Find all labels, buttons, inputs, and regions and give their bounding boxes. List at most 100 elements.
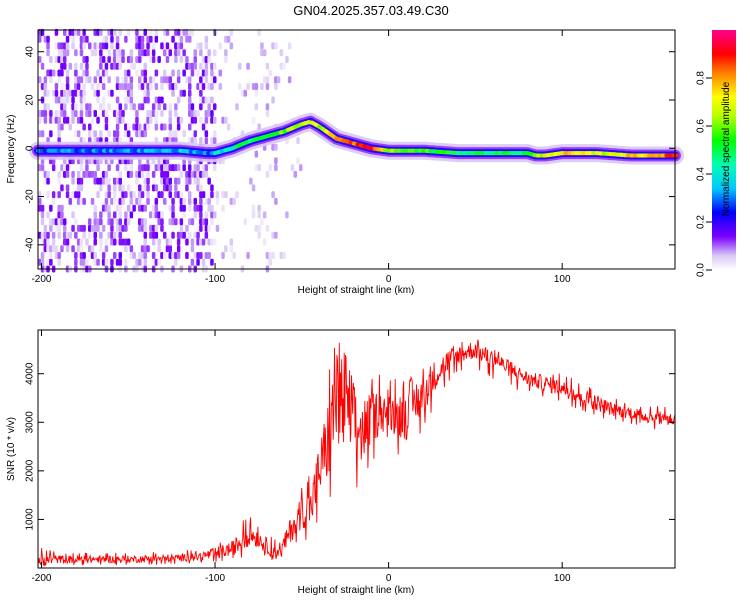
noise-cell xyxy=(152,239,156,246)
noise-cell xyxy=(210,110,214,117)
noise-cell xyxy=(219,42,223,49)
noise-cell xyxy=(205,211,209,218)
noise-cell xyxy=(207,198,211,205)
noise-cell xyxy=(282,63,286,70)
noise-cell xyxy=(116,97,120,104)
noise-cell xyxy=(196,70,200,77)
noise-cell xyxy=(66,245,70,252)
noise-cell xyxy=(205,171,209,178)
noise-cell xyxy=(77,83,81,90)
colorbar-tick-label: 0.0 xyxy=(696,263,707,277)
noise-cell xyxy=(174,259,178,266)
noise-cell xyxy=(124,259,128,266)
noise-cell xyxy=(216,225,220,232)
noise-cell xyxy=(49,205,53,212)
noise-cell xyxy=(196,110,200,117)
noise-cell xyxy=(135,117,139,124)
noise-cell xyxy=(213,103,217,110)
noise-cell xyxy=(257,232,261,239)
noise-cell xyxy=(66,184,70,191)
noise-cell xyxy=(88,232,92,239)
noise-cell xyxy=(102,97,106,104)
noise-cell xyxy=(96,117,100,124)
noise-cell xyxy=(94,232,98,239)
noise-cell xyxy=(96,191,100,198)
noise-cell xyxy=(110,42,114,49)
noise-cell xyxy=(41,205,45,212)
noise-cell xyxy=(74,252,78,259)
noise-cell xyxy=(63,225,67,232)
noise-cell xyxy=(130,245,134,252)
noise-cell xyxy=(182,164,186,171)
noise-cell xyxy=(213,63,217,70)
noise-cell xyxy=(80,164,84,171)
noise-cell xyxy=(82,90,86,97)
noise-cell xyxy=(116,76,120,83)
noise-cell xyxy=(144,259,148,266)
noise-cell xyxy=(91,245,95,252)
noise-cell xyxy=(199,184,203,191)
noise-cell xyxy=(96,225,100,232)
noise-cell xyxy=(257,225,261,232)
noise-cell xyxy=(130,49,134,56)
noise-cell xyxy=(60,83,64,90)
noise-cell xyxy=(166,42,170,49)
noise-cell xyxy=(74,259,78,266)
noise-cell xyxy=(205,164,209,171)
noise-cell xyxy=(113,239,117,246)
noise-cell xyxy=(152,56,156,63)
noise-cell xyxy=(130,83,134,90)
noise-cell xyxy=(271,97,275,104)
noise-cell xyxy=(199,117,203,124)
noise-cell xyxy=(46,103,50,110)
noise-cell xyxy=(152,171,156,178)
noise-cell xyxy=(99,239,103,246)
noise-cell xyxy=(246,83,250,90)
noise-cell xyxy=(232,198,236,205)
noise-cell xyxy=(257,205,261,212)
noise-cell xyxy=(94,252,98,259)
noise-cell xyxy=(171,36,175,43)
noise-cell xyxy=(119,205,123,212)
y-tick-label: -20 xyxy=(25,189,36,204)
noise-cell xyxy=(127,70,130,77)
noise-cell xyxy=(57,232,61,239)
noise-cell xyxy=(177,178,181,185)
noise-cell xyxy=(255,151,259,158)
noise-cell xyxy=(191,239,195,246)
noise-cell xyxy=(196,232,200,239)
noise-cell xyxy=(113,252,117,259)
noise-cell xyxy=(194,49,198,56)
noise-cell xyxy=(255,103,259,110)
noise-cell xyxy=(269,259,273,266)
noise-cell xyxy=(144,205,148,212)
noise-cell xyxy=(124,245,128,252)
noise-cell xyxy=(219,83,223,90)
noise-cell xyxy=(80,49,84,56)
noise-cell xyxy=(227,36,231,43)
noise-cell xyxy=(294,171,298,178)
noise-cell xyxy=(199,205,203,212)
y-tick-label: 1000 xyxy=(25,508,36,531)
noise-cell xyxy=(224,49,228,56)
noise-cell xyxy=(44,110,48,117)
noise-cell xyxy=(44,76,48,83)
noise-cell xyxy=(213,76,217,83)
noise-cell xyxy=(188,97,192,104)
noise-cell xyxy=(71,42,75,49)
y-tick-label: 4000 xyxy=(25,362,36,385)
noise-cell xyxy=(60,211,64,218)
noise-cell xyxy=(82,198,86,205)
noise-cell xyxy=(74,110,78,117)
noise-cell xyxy=(166,171,170,178)
noise-cell xyxy=(110,90,114,97)
noise-cell xyxy=(152,76,156,83)
noise-cell xyxy=(49,56,53,63)
noise-cell xyxy=(152,103,156,110)
noise-cell xyxy=(205,232,209,239)
noise-cell xyxy=(41,164,45,171)
noise-cell xyxy=(263,239,267,246)
noise-cell xyxy=(182,130,186,137)
noise-cell xyxy=(138,198,142,205)
noise-cell xyxy=(130,164,134,171)
